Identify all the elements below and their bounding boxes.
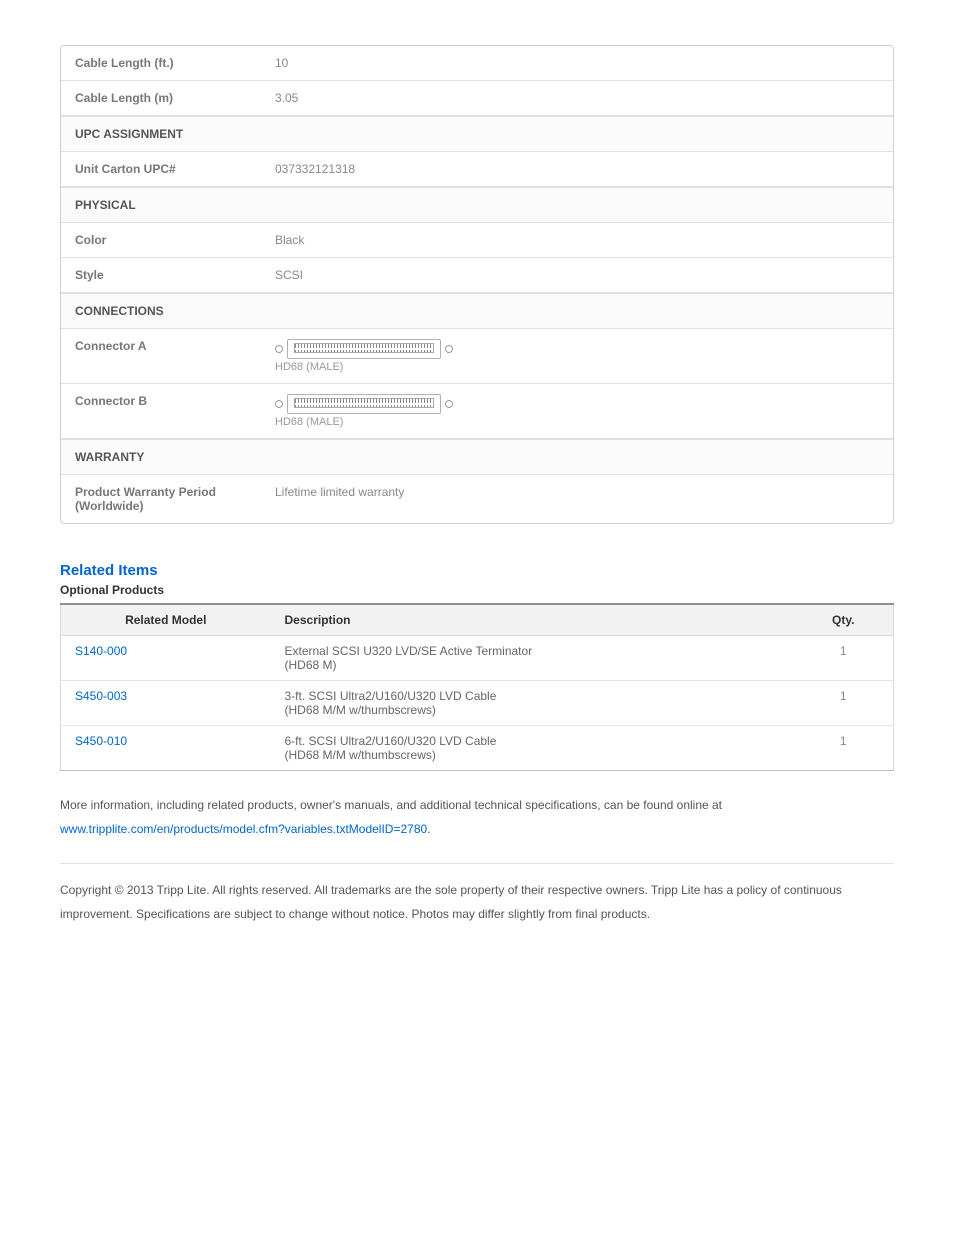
spec-value: Lifetime limited warranty	[261, 475, 893, 523]
related-qty: 1	[794, 681, 894, 726]
table-row: S450-003 3-ft. SCSI Ultra2/U160/U320 LVD …	[61, 681, 894, 726]
col-qty: Qty.	[794, 604, 894, 636]
spec-value-connector: HD68 (MALE)	[261, 384, 893, 439]
related-model-link[interactable]: S450-003	[75, 689, 127, 703]
spec-value: 3.05	[261, 81, 893, 116]
screw-icon	[275, 400, 283, 408]
related-model-link[interactable]: S140-000	[75, 644, 127, 658]
info-link[interactable]: www.tripplite.com/en/products/model.cfm?…	[60, 822, 427, 836]
divider	[60, 863, 894, 864]
spec-label: Unit Carton UPC#	[61, 152, 261, 187]
screw-icon	[445, 400, 453, 408]
col-description: Description	[271, 604, 794, 636]
spec-section-header: PHYSICAL	[61, 187, 893, 223]
related-description: External SCSI U320 LVD/SE Active Termina…	[271, 636, 794, 681]
spec-section-header: CONNECTIONS	[61, 293, 893, 329]
optional-products-heading: Optional Products	[60, 583, 894, 597]
col-related-model: Related Model	[61, 604, 271, 636]
connector-diagram	[275, 339, 453, 359]
connector-body	[287, 394, 441, 414]
connector-diagram	[275, 394, 453, 414]
spec-label: Product Warranty Period (Worldwide)	[61, 475, 261, 523]
more-info-text: More information, including related prod…	[60, 793, 894, 841]
related-qty: 1	[794, 726, 894, 771]
spec-label: Connector A	[61, 329, 261, 384]
connector-label: HD68 (MALE)	[275, 361, 879, 373]
spec-label: Connector B	[61, 384, 261, 439]
pins-icon	[294, 343, 434, 353]
related-items-heading: Related Items	[60, 562, 894, 579]
spec-value-connector: HD68 (MALE)	[261, 329, 893, 384]
table-row: S450-010 6-ft. SCSI Ultra2/U160/U320 LVD …	[61, 726, 894, 771]
spec-label: Cable Length (ft.)	[61, 46, 261, 81]
spec-section-header: WARRANTY	[61, 439, 893, 475]
related-model-link[interactable]: S450-010	[75, 734, 127, 748]
spec-value: 10	[261, 46, 893, 81]
screw-icon	[275, 345, 283, 353]
spec-value: SCSI	[261, 258, 893, 293]
spec-section-header: UPC ASSIGNMENT	[61, 116, 893, 152]
related-products-table: Related Model Description Qty. S140-000 E…	[60, 603, 894, 771]
related-qty: 1	[794, 636, 894, 681]
spec-label: Color	[61, 223, 261, 258]
page-container: Cable Length (ft.)10Cable Length (m)3.05…	[0, 0, 954, 986]
spec-value: Black	[261, 223, 893, 258]
related-description: 6-ft. SCSI Ultra2/U160/U320 LVD Cable(HD…	[271, 726, 794, 771]
info-period: .	[427, 822, 430, 836]
pins-icon	[294, 398, 434, 408]
spec-label: Cable Length (m)	[61, 81, 261, 116]
screw-icon	[445, 345, 453, 353]
copyright-text: Copyright © 2013 Tripp Lite. All rights …	[60, 878, 894, 926]
info-prefix: More information, including related prod…	[60, 798, 722, 812]
connector-label: HD68 (MALE)	[275, 416, 879, 428]
spec-value: 037332121318	[261, 152, 893, 187]
related-description: 3-ft. SCSI Ultra2/U160/U320 LVD Cable(HD…	[271, 681, 794, 726]
connector-body	[287, 339, 441, 359]
spec-label: Style	[61, 258, 261, 293]
table-row: S140-000 External SCSI U320 LVD/SE Active…	[61, 636, 894, 681]
spec-table: Cable Length (ft.)10Cable Length (m)3.05…	[60, 45, 894, 524]
